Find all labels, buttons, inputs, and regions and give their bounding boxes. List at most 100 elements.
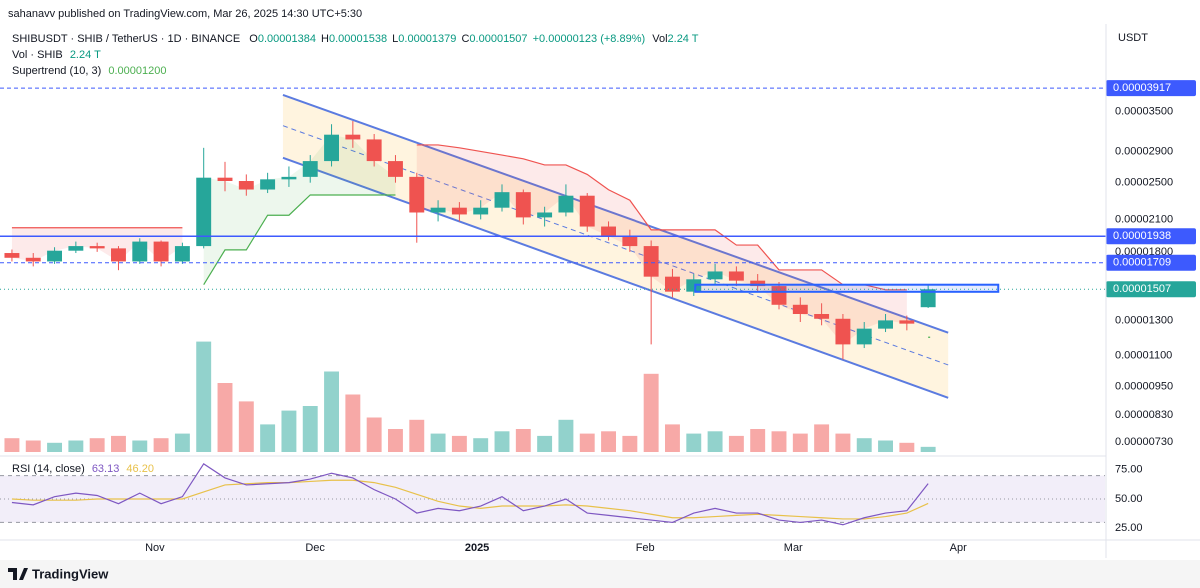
- candle-body: [345, 134, 361, 140]
- volume-bar: [47, 442, 63, 452]
- volume-bar: [728, 435, 744, 452]
- ohlc-value: 0.00001538: [329, 33, 387, 45]
- candle-body: [111, 248, 126, 262]
- supertrend-fill: [203, 134, 396, 285]
- volume-indicator: Vol · SHIB: [12, 49, 63, 61]
- candle-body: [814, 314, 830, 319]
- volume-bar: [132, 440, 148, 452]
- volume-bar: [451, 435, 467, 452]
- candle-body: [643, 246, 659, 277]
- volume-indicator-value: 2.24 T: [70, 49, 101, 61]
- vol-value: 2.24 T: [668, 33, 699, 45]
- box: [694, 283, 1000, 293]
- last-price-label: 0.00001507: [1113, 283, 1171, 295]
- x-tick-label: Mar: [784, 542, 803, 554]
- volume-bar: [665, 424, 680, 452]
- candle-body: [686, 279, 702, 292]
- volume-bar: [174, 433, 190, 452]
- candle-body: [728, 271, 744, 281]
- volume-bar: [579, 433, 595, 452]
- y-tick-label: 0.00000730: [1115, 436, 1173, 448]
- channel-lower: [282, 156, 949, 399]
- ohlc-prefix: L: [392, 33, 398, 45]
- y-tick-label: 0.00001800: [1115, 246, 1173, 258]
- candle-body: [25, 257, 41, 262]
- currency: USDT: [1118, 32, 1148, 44]
- price-label: 0.00001938: [1113, 230, 1171, 242]
- candle-body: [792, 304, 808, 315]
- rsi-value: 63.13: [92, 463, 120, 475]
- supertrend-name: Supertrend (10, 3): [12, 65, 101, 77]
- candle-body: [324, 134, 340, 162]
- volume-bar: [558, 419, 574, 452]
- rsi-ma-line: [11, 479, 929, 520]
- y-tick-label: 0.00002900: [1115, 145, 1173, 157]
- candle-body: [473, 207, 489, 215]
- y-tick-label: 0.00001100: [1115, 349, 1172, 361]
- volume-bar: [281, 410, 297, 452]
- volume-bar: [111, 435, 126, 452]
- x-tick-label: Dec: [305, 542, 325, 554]
- footer: [0, 560, 1200, 588]
- volume-bar: [835, 433, 851, 452]
- candle-body: [132, 241, 148, 262]
- candle-body: [366, 139, 382, 162]
- volume-bar: [622, 435, 638, 452]
- brand: TradingView: [32, 566, 109, 581]
- price-label-bg: [1106, 80, 1196, 97]
- rsi-tick-label: 25.00: [1115, 522, 1143, 534]
- volume-bar: [814, 424, 830, 452]
- price-label: 0.00003917: [1113, 82, 1171, 94]
- volume-bar: [196, 341, 212, 452]
- ohlc-value: 0.00001507: [469, 33, 527, 45]
- x-tick-label: Nov: [145, 542, 165, 554]
- y-tick-label: 0.00000830: [1115, 409, 1173, 421]
- candle-body: [558, 195, 574, 213]
- volume-bar: [792, 433, 808, 452]
- supertrend-line: [11, 144, 907, 291]
- candle-body: [835, 318, 851, 345]
- ohlc-prefix: C: [461, 33, 469, 45]
- volume-bar: [601, 431, 616, 452]
- volume-bar: [302, 406, 318, 452]
- channel-upper: [282, 93, 949, 334]
- author-line: sahanavv published on TradingView.com, M…: [8, 8, 362, 20]
- candle-body: [260, 179, 276, 190]
- change: +0.00000123 (+8.89%): [533, 33, 646, 45]
- volume-bar: [899, 442, 915, 452]
- candle-body: [750, 280, 766, 287]
- y-tick-label: 0.00002500: [1115, 177, 1173, 189]
- rsi-line: [11, 463, 929, 526]
- candle-body: [89, 246, 105, 249]
- supertrend-legend: Supertrend (10, 3) 0.00001200: [12, 65, 166, 77]
- ohlc-value: 0.00001384: [258, 33, 316, 45]
- candle-body: [537, 212, 553, 218]
- volume-bar: [68, 440, 84, 452]
- candle-body: [238, 181, 254, 190]
- price-label: 0.00001709: [1113, 257, 1171, 269]
- candle-body: [47, 250, 63, 262]
- volume-bar: [409, 419, 425, 452]
- supertrend-value: 0.00001200: [108, 65, 166, 77]
- candle-body: [515, 192, 531, 218]
- volume-bar: [537, 435, 553, 452]
- rsi-title: RSI (14, close): [12, 463, 85, 475]
- rsi-tick-label: 75.00: [1115, 464, 1143, 476]
- candle-body: [388, 161, 403, 177]
- volume-bar: [771, 431, 787, 452]
- candle-body: [601, 226, 616, 237]
- candle-body: [302, 161, 318, 177]
- candle-body: [430, 207, 446, 213]
- y-tick-label: 0.00001300: [1115, 314, 1173, 326]
- volume-bar: [643, 373, 659, 452]
- x-tick-label: 2025: [465, 542, 489, 554]
- volume-bar: [920, 446, 936, 452]
- candle-body: [494, 192, 510, 208]
- price-label-bg: [1106, 228, 1196, 245]
- ohlc-prefix: H: [321, 33, 329, 45]
- volume-bar: [153, 438, 169, 452]
- price-label-bg: [1106, 254, 1196, 271]
- candle-body: [665, 276, 680, 292]
- candle-body: [409, 176, 425, 213]
